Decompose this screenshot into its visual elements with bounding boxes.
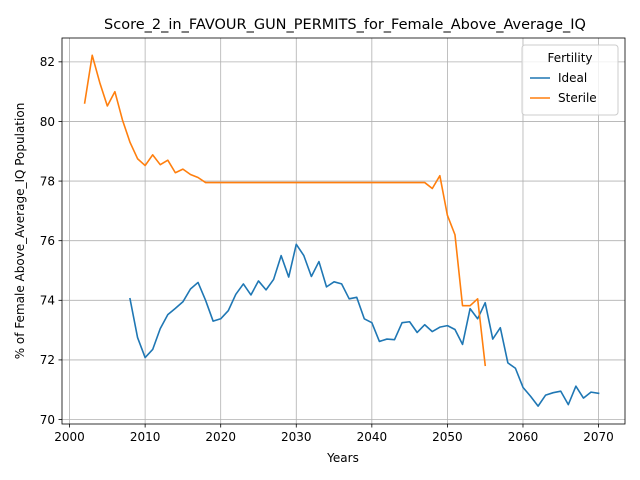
y-tick-label: 80 xyxy=(40,115,55,129)
chart-title: Score_2_in_FAVOUR_GUN_PERMITS_for_Female… xyxy=(104,17,586,33)
y-tick-label: 82 xyxy=(40,55,55,69)
legend-label-ideal: Ideal xyxy=(558,71,587,85)
series-line-ideal xyxy=(129,243,600,407)
plot-frame xyxy=(61,37,626,425)
x-tick-label: 2030 xyxy=(281,430,312,444)
x-tick-label: 2050 xyxy=(432,430,463,444)
y-tick-label: 74 xyxy=(40,294,55,308)
series-layer xyxy=(83,54,600,407)
x-tick-label: 2000 xyxy=(54,430,85,444)
x-axis-label: Years xyxy=(326,451,359,465)
y-tick-label: 72 xyxy=(40,353,55,367)
y-axis-label: % of Female Above_Average_IQ Population xyxy=(13,103,27,360)
legend-title: Fertility xyxy=(547,51,592,65)
legend: Fertility Ideal Sterile xyxy=(521,44,619,116)
x-tick-label: 2010 xyxy=(130,430,161,444)
x-tick-label: 2040 xyxy=(357,430,388,444)
y-tick-label: 76 xyxy=(40,234,55,248)
series-line-sterile xyxy=(83,54,487,367)
y-tick-label: 70 xyxy=(40,413,55,427)
legend-label-sterile: Sterile xyxy=(558,91,597,105)
x-tick-label: 2070 xyxy=(583,430,614,444)
axis-ticks: 2000 2010 2020 2030 2040 2050 2060 2070 70 72 74 76… xyxy=(40,55,614,444)
x-tick-label: 2020 xyxy=(205,430,236,444)
y-tick-label: 78 xyxy=(40,174,55,188)
x-tick-label: 2060 xyxy=(508,430,539,444)
